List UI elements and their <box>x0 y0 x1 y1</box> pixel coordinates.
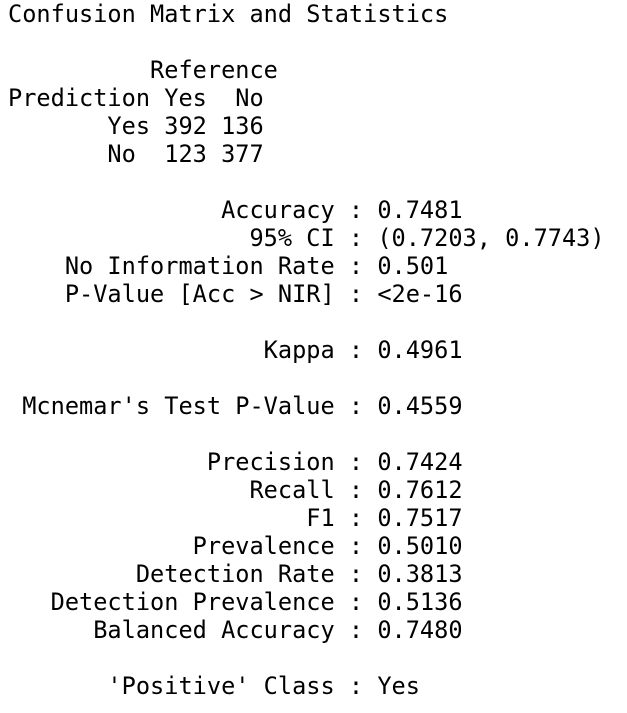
blank-line <box>8 308 605 336</box>
stat-detection-rate: Detection Rate : 0.3813 <box>8 560 463 588</box>
blank-line <box>8 644 605 672</box>
stat-mcnemar: Mcnemar's Test P-Value : 0.4559 <box>8 392 463 420</box>
stat-f1: F1 : 0.7517 <box>8 504 463 532</box>
blank-line <box>8 168 605 196</box>
matrix-reference-header: Reference <box>8 56 278 84</box>
blank-line <box>8 420 605 448</box>
stat-detection-prevalence: Detection Prevalence : 0.5136 <box>8 588 463 616</box>
stat-ci: 95% CI : (0.7203, 0.7743) <box>8 224 605 252</box>
blank-line <box>8 28 605 56</box>
blank-line <box>8 364 605 392</box>
stat-no-information-rate: No Information Rate : 0.501 <box>8 252 449 280</box>
matrix-row-no: No 123 377 <box>8 140 264 168</box>
stat-recall: Recall : 0.7612 <box>8 476 463 504</box>
stat-positive-class: 'Positive' Class : Yes <box>8 672 420 700</box>
matrix-header-row: Prediction Yes No <box>8 84 264 112</box>
stat-prevalence: Prevalence : 0.5010 <box>8 532 463 560</box>
output-title: Confusion Matrix and Statistics <box>8 0 449 28</box>
stat-balanced-accuracy: Balanced Accuracy : 0.7480 <box>8 616 463 644</box>
matrix-row-yes: Yes 392 136 <box>8 112 264 140</box>
console-output: Confusion Matrix and Statistics Referenc… <box>8 0 605 700</box>
stat-kappa: Kappa : 0.4961 <box>8 336 463 364</box>
stat-accuracy: Accuracy : 0.7481 <box>8 196 463 224</box>
stat-precision: Precision : 0.7424 <box>8 448 463 476</box>
stat-p-value: P-Value [Acc > NIR] : <2e-16 <box>8 280 463 308</box>
